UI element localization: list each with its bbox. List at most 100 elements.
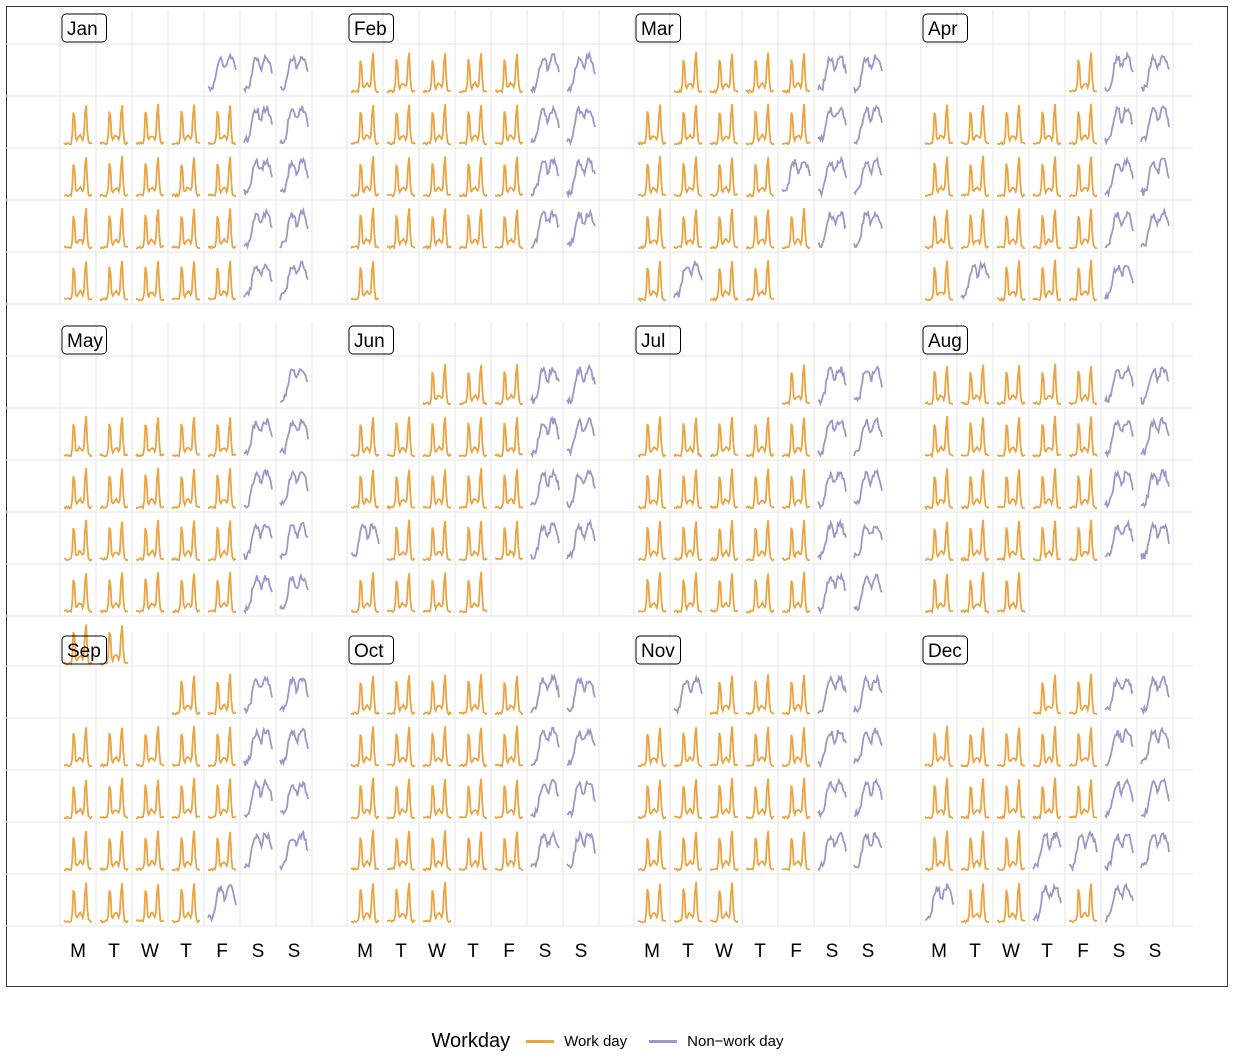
day-series-jun-12 [566, 416, 596, 458]
day-series-apr-2 [1104, 50, 1134, 92]
day-series-apr-9 [1104, 105, 1134, 146]
weekday-tick-label: F [216, 941, 228, 962]
month-label: Jan [67, 19, 98, 40]
day-series-nov-6 [853, 673, 883, 714]
weekday-tick-label: S [1113, 941, 1126, 962]
month-panel-feb: Feb [293, 10, 619, 305]
day-series-nov-5 [817, 674, 847, 714]
day-series-jan-24 [279, 206, 309, 249]
day-series-mar-24 [745, 209, 775, 250]
legend-key-non-work-day [649, 1040, 678, 1043]
month-label: Nov [641, 641, 675, 662]
day-series-may-14 [243, 468, 273, 509]
day-series-oct-9 [386, 726, 416, 768]
day-series-jul-12 [673, 469, 703, 510]
day-series-feb-27 [530, 208, 560, 249]
day-series-mar-19 [817, 155, 847, 199]
day-series-feb-2 [386, 52, 416, 94]
day-series-mar-8 [673, 104, 703, 146]
weekday-tick-label: F [503, 941, 515, 962]
month-label: Apr [928, 19, 958, 40]
weekday-tick-label: S [862, 941, 875, 962]
month-label-box [635, 325, 681, 355]
legend-key-work-day [526, 1040, 555, 1043]
day-series-apr-23 [1104, 210, 1134, 249]
day-series-mar-15 [673, 156, 703, 198]
weekday-tick-label: T [467, 941, 479, 962]
day-series-jan-29 [208, 260, 237, 301]
day-series-sep-4 [279, 676, 309, 713]
day-series-jul-8 [781, 417, 811, 459]
day-series-mar-17 [745, 157, 774, 198]
day-series-jul-14 [745, 468, 775, 510]
day-series-dec-9 [1068, 727, 1098, 768]
weekday-tick-label: T [395, 941, 407, 962]
weekday-tick-label: S [575, 941, 588, 962]
day-series-nov-13 [853, 727, 883, 764]
day-series-dec-20 [960, 830, 990, 871]
day-series-oct-21 [566, 779, 596, 819]
day-series-aug-22 [924, 521, 954, 562]
day-series-sep-13 [99, 777, 129, 819]
day-series-aug-30 [960, 571, 990, 614]
day-series-sep-6 [99, 727, 129, 768]
day-series-mar-10 [745, 103, 775, 146]
weekday-tick-label: F [1077, 941, 1089, 962]
day-series-feb-25 [458, 208, 488, 250]
day-series-jul-4 [637, 416, 667, 459]
day-series-mar-7 [637, 104, 667, 146]
day-series-mar-28 [637, 260, 666, 303]
day-series-jul-2 [817, 366, 847, 407]
day-series-dec-29 [1032, 882, 1062, 923]
day-series-aug-31 [997, 572, 1026, 614]
day-series-apr-8 [1068, 103, 1098, 146]
month-label: Oct [354, 641, 384, 662]
day-series-dec-27 [960, 883, 990, 924]
weekday-tick-label: W [715, 941, 733, 962]
day-series-aug-8 [924, 415, 954, 459]
day-series-oct-2 [386, 675, 416, 716]
day-series-oct-13 [530, 726, 560, 767]
day-series-dec-4 [1140, 675, 1170, 716]
month-label-box [61, 325, 107, 355]
day-series-nov-26 [817, 831, 847, 872]
day-series-jun-9 [458, 417, 488, 458]
day-series-nov-27 [853, 831, 883, 869]
month-label-box [922, 325, 968, 355]
day-series-jun-24 [495, 520, 523, 561]
day-series-may-11 [136, 467, 165, 511]
day-series-sep-14 [135, 779, 165, 820]
day-series-oct-4 [458, 673, 488, 716]
month-label: Jul [641, 331, 665, 352]
day-series-may-17 [99, 521, 129, 562]
month-panel-mar: Mar [580, 10, 906, 305]
day-series-jun-20 [350, 522, 380, 558]
day-series-aug-4 [1032, 363, 1062, 406]
day-series-jul-21 [745, 519, 775, 562]
day-series-apr-29 [1068, 259, 1098, 302]
day-series-dec-31 [1104, 882, 1134, 923]
day-series-mar-14 [637, 155, 667, 198]
day-series-oct-15 [350, 777, 379, 821]
day-series-apr-6 [996, 104, 1026, 146]
month-panel-nov: Nov [580, 632, 906, 927]
day-series-jun-2 [459, 364, 488, 406]
day-series-may-8 [279, 418, 309, 456]
day-series-jan-18 [63, 207, 93, 250]
weekday-tick-label: M [644, 941, 660, 962]
day-series-may-18 [135, 519, 165, 562]
day-series-may-13 [207, 467, 237, 510]
day-series-nov-22 [674, 831, 703, 872]
day-series-oct-31 [422, 881, 452, 924]
day-series-jul-30 [817, 571, 847, 615]
day-series-aug-2 [961, 364, 990, 406]
day-series-apr-4 [924, 104, 954, 146]
day-series-sep-24 [243, 831, 273, 869]
day-series-jan-2 [243, 53, 273, 94]
day-series-sep-23 [207, 831, 237, 872]
day-series-nov-12 [817, 729, 847, 769]
day-series-nov-30 [709, 882, 739, 924]
weekday-tick-label: W [1002, 941, 1020, 962]
day-series-may-25 [135, 571, 165, 614]
day-series-dec-21 [996, 829, 1026, 872]
